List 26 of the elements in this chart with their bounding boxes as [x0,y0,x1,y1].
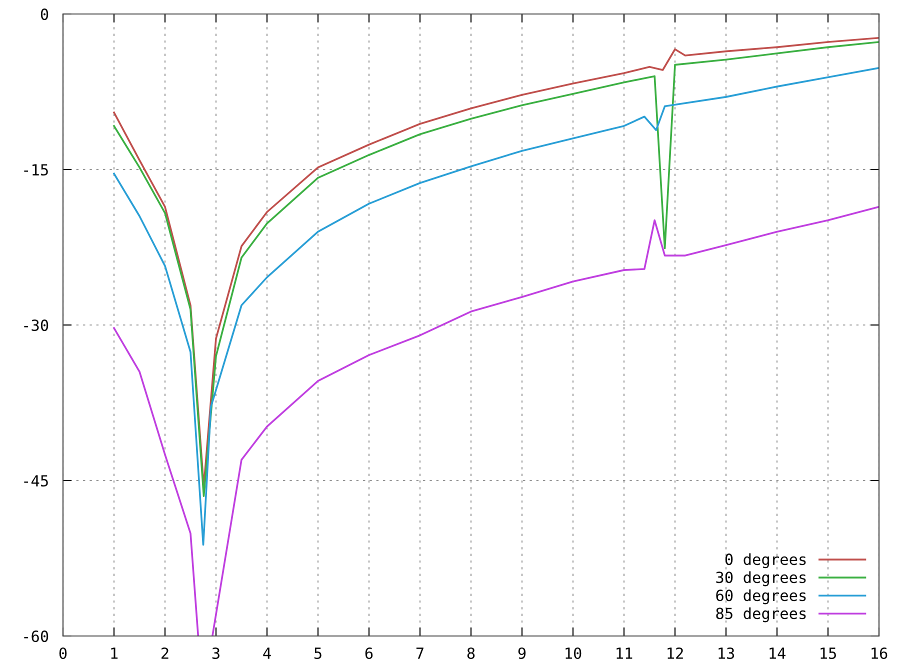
x-tick-label: 12 [668,647,683,659]
x-tick-label: 4 [263,648,271,659]
x-tick-label: 9 [518,647,526,660]
y-tick-label: -45 [24,475,48,487]
x-tick-label: 11 [616,648,632,659]
x-tick-label: 5 [314,648,322,660]
x-tick-label: 10 [566,647,582,660]
y-tick-label: 0 [40,8,48,20]
x-tick-label: 3 [212,647,220,660]
y-tick-label: -60 [24,630,48,642]
legend-label: 60 degrees [716,589,806,604]
legend-label: 30 degrees [716,571,806,586]
x-tick-label: 0 [59,647,67,660]
x-tick-label: 6 [365,647,373,660]
x-tick-label: 13 [718,647,734,660]
x-tick-label: 1 [111,648,118,659]
x-tick-label: 8 [467,647,475,660]
y-tick-label: -30 [24,320,48,332]
x-tick-label: 15 [820,648,836,660]
y-tick-label: -15 [24,164,48,176]
legend-label: 85 degrees [716,607,806,622]
legend-label: 0 degrees [725,553,806,568]
x-tick-label: 7 [416,648,424,659]
x-tick-label: 2 [162,647,168,659]
x-tick-label: 16 [872,647,888,660]
x-tick-label: 14 [770,648,786,659]
